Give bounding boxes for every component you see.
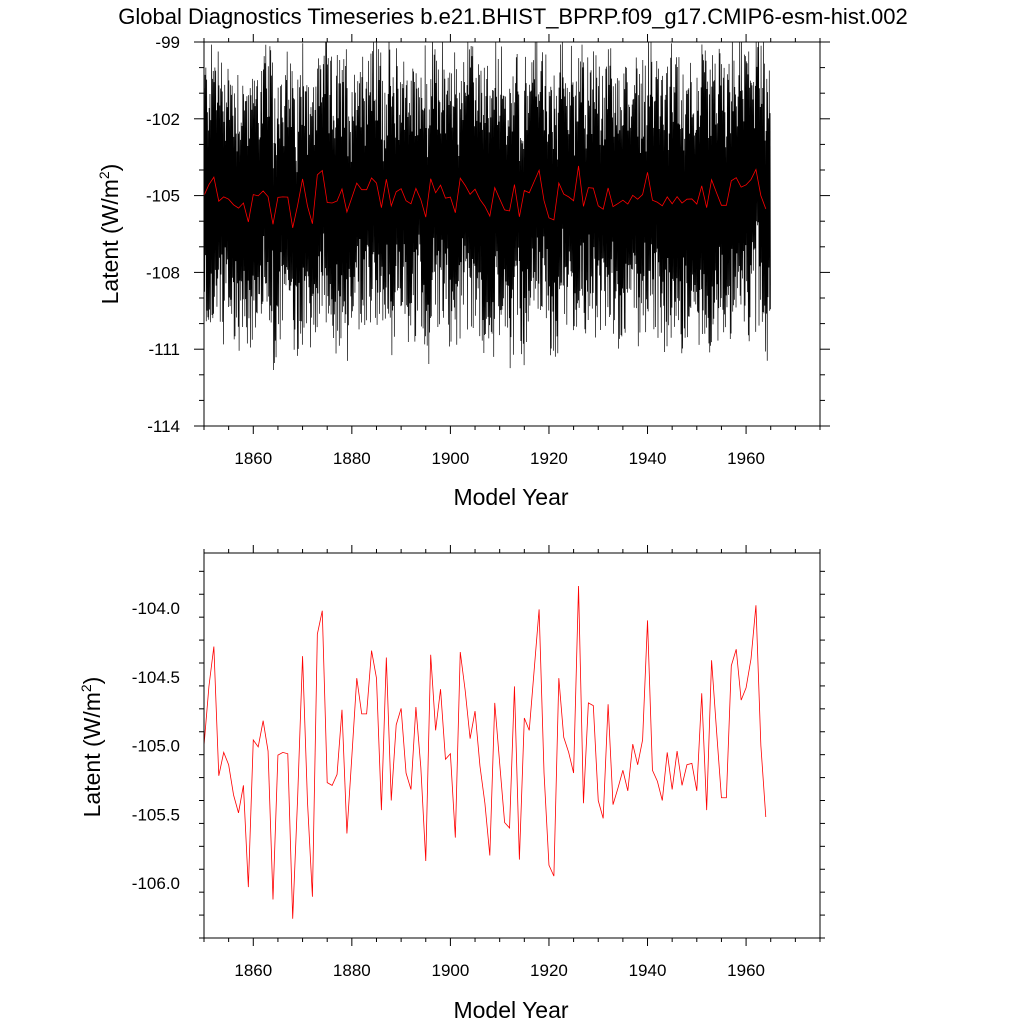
top-x-tick-label: 1860 bbox=[234, 449, 272, 468]
bottom-x-tick-label: 1900 bbox=[431, 961, 469, 980]
bottom-chart: 1860 1880 1900 1920 1940 1960 -104.0 -104.5 -105… bbox=[78, 545, 825, 1023]
bottom-plot-frame bbox=[203, 552, 821, 939]
bottom-x-tick-label: 1880 bbox=[333, 961, 371, 980]
bottom-y-tick-label: -104.0 bbox=[132, 599, 180, 618]
top-y-axis-title: Latent (W/m2) bbox=[96, 164, 123, 305]
top-x-tick-label: 1920 bbox=[530, 449, 568, 468]
bottom-y-axis-title-close: ) bbox=[79, 677, 105, 685]
top-chart: 1860 1880 1900 1920 1940 1960 -99 -102 -105 -108 -… bbox=[96, 33, 830, 510]
bottom-annual-series bbox=[204, 585, 767, 919]
top-annual-line bbox=[204, 165, 767, 228]
top-y-tick-label: -102 bbox=[146, 110, 180, 129]
bottom-y-axis-title-sup: 2 bbox=[78, 684, 94, 692]
bottom-y-axis-title-main: Latent (W/m bbox=[79, 692, 105, 817]
figure-title: Global Diagnostics Timeseries b.e21.BHIS… bbox=[118, 4, 908, 29]
bottom-y-tick-label: -104.5 bbox=[132, 668, 180, 687]
bottom-x-tick-label: 1960 bbox=[727, 961, 765, 980]
bottom-y-axis-title: Latent (W/m2) bbox=[78, 677, 105, 818]
top-plot-frame bbox=[203, 41, 821, 427]
bottom-annual-line bbox=[204, 585, 767, 919]
top-annual-series bbox=[204, 165, 767, 228]
bottom-x-tick-label: 1860 bbox=[234, 961, 272, 980]
top-x-tick-label: 1960 bbox=[727, 449, 765, 468]
top-y-axis-title-close: ) bbox=[97, 164, 123, 172]
top-x-tick-label: 1940 bbox=[629, 449, 667, 468]
bottom-y-tick-label: -106.0 bbox=[132, 874, 180, 893]
top-x-axis-title: Model Year bbox=[453, 484, 568, 510]
bottom-x-tick-label: 1920 bbox=[530, 961, 568, 980]
top-x-tick-label: 1880 bbox=[333, 449, 371, 468]
bottom-ticks: 1860 1880 1900 1920 1940 1960 -104.0 -104.5 -105… bbox=[132, 545, 825, 980]
top-monthly-line bbox=[204, 42, 771, 370]
bottom-x-axis-title: Model Year bbox=[453, 997, 568, 1023]
top-y-tick-label: -99 bbox=[155, 33, 180, 52]
top-y-tick-label: -108 bbox=[146, 263, 180, 282]
top-y-axis-title-sup: 2 bbox=[96, 171, 112, 179]
bottom-y-tick-label: -105.0 bbox=[132, 737, 180, 756]
top-y-tick-label: -111 bbox=[148, 340, 180, 359]
top-ticks: 1860 1880 1900 1920 1940 1960 -99 -102 -105 -108 -… bbox=[146, 33, 830, 468]
top-y-axis-title-main: Latent (W/m bbox=[97, 179, 123, 304]
bottom-x-tick-label: 1940 bbox=[629, 961, 667, 980]
top-y-tick-label: -105 bbox=[146, 187, 180, 206]
top-x-tick-label: 1900 bbox=[431, 449, 469, 468]
top-y-tick-label: -114 bbox=[147, 417, 180, 436]
bottom-y-tick-label: -105.5 bbox=[132, 805, 180, 824]
top-monthly-series bbox=[204, 42, 771, 370]
